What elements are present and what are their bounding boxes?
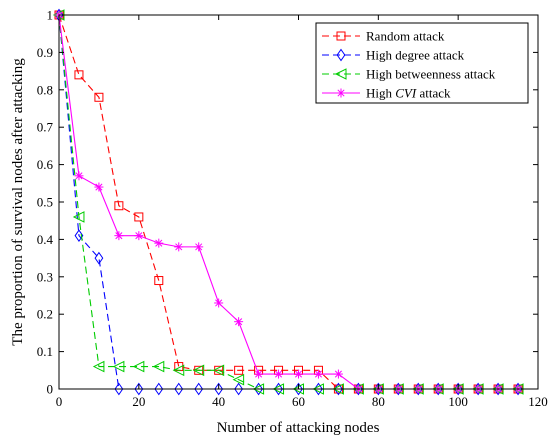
legend-label-part: attack (416, 86, 451, 101)
data-point (214, 382, 224, 396)
data-point (74, 229, 84, 243)
data-point (212, 364, 225, 377)
data-point (333, 369, 343, 379)
legend-marker (336, 48, 346, 62)
data-point (174, 382, 184, 396)
data-point (94, 92, 104, 102)
data-point (254, 369, 264, 379)
legend-label: High CVI attack (366, 86, 451, 101)
x-tick-label: 100 (448, 394, 468, 409)
data-point (74, 70, 84, 80)
data-point (152, 360, 165, 373)
data-point (234, 382, 244, 396)
data-point (94, 251, 104, 265)
legend-label: Random attack (366, 29, 445, 44)
y-tick-label: 0.9 (37, 45, 53, 60)
data-point (314, 382, 323, 396)
ticks-layer: 0 20 40 60 80 100 120 0 0.1 0.2 0.3 0.4 0.5 0.6 0.7 0.8… (37, 8, 548, 410)
data-point (192, 364, 205, 377)
series-line (58, 14, 519, 390)
data-point (334, 382, 343, 396)
data-point (154, 276, 164, 286)
x-axis-label: Number of attacking nodes (217, 420, 380, 436)
legend-label: High betweenness attack (366, 67, 496, 82)
data-point (274, 369, 284, 379)
legend-box (315, 22, 529, 104)
x-tick-label: 60 (292, 394, 305, 409)
legend-entry-3: High betweenness attack (322, 67, 496, 82)
data-point (172, 364, 185, 377)
x-tick-label: 0 (56, 394, 63, 409)
legend-entry-1: Random attack (322, 29, 445, 44)
data-point (294, 382, 303, 396)
y-tick-label: 0.2 (37, 307, 53, 322)
y-tick-label: 0.5 (37, 195, 53, 210)
legend-label-part: CVI (395, 86, 417, 101)
data-point (134, 382, 144, 396)
data-point (154, 238, 164, 248)
legend-entry-4: High CVI attack (322, 86, 451, 101)
legend-marker (336, 88, 346, 98)
data-point (214, 298, 224, 308)
data-point (174, 242, 184, 252)
data-point (134, 212, 144, 222)
y-tick-label: 0.8 (37, 82, 53, 97)
legend-marker (336, 31, 346, 41)
y-tick-label: 0.6 (37, 157, 54, 172)
data-point (114, 382, 124, 396)
y-tick-label: 0.7 (37, 120, 54, 135)
data-point (232, 373, 245, 386)
y-tick-label: 0.1 (37, 344, 53, 359)
data-point (194, 242, 204, 252)
data-point (114, 201, 124, 211)
legend-entries: Random attack High degree attack High betw… (322, 29, 496, 101)
data-point (313, 369, 323, 379)
data-point (114, 231, 124, 241)
data-point (254, 382, 263, 396)
data-point (194, 382, 204, 396)
legend-marker (334, 68, 347, 80)
legend-label-part: High (366, 86, 395, 101)
y-tick-label: 0.3 (37, 269, 53, 284)
data-point (294, 369, 303, 379)
x-tick-label: 20 (132, 394, 145, 409)
legend: Random attack High degree attack High betw… (315, 22, 529, 104)
y-tick-label: 1 (47, 8, 54, 23)
data-point (234, 365, 244, 375)
legend-label: High degree attack (366, 48, 465, 63)
x-tick-label: 120 (528, 394, 548, 409)
y-tick-label: 0.4 (37, 232, 54, 247)
data-point (274, 382, 283, 396)
data-point (154, 382, 164, 396)
data-point (72, 211, 85, 223)
y-tick-label: 0 (47, 382, 54, 397)
data-point (134, 231, 144, 241)
data-point (74, 171, 84, 181)
y-axis-label: The proportion of survival nodes after a… (10, 58, 26, 346)
data-point (112, 360, 125, 373)
data-point (92, 360, 105, 373)
legend-entry-2: High degree attack (322, 48, 465, 63)
x-tick-label: 40 (212, 394, 225, 409)
data-point (132, 360, 145, 373)
data-point (234, 317, 244, 327)
data-point (94, 182, 104, 192)
x-tick-label: 80 (372, 394, 385, 409)
